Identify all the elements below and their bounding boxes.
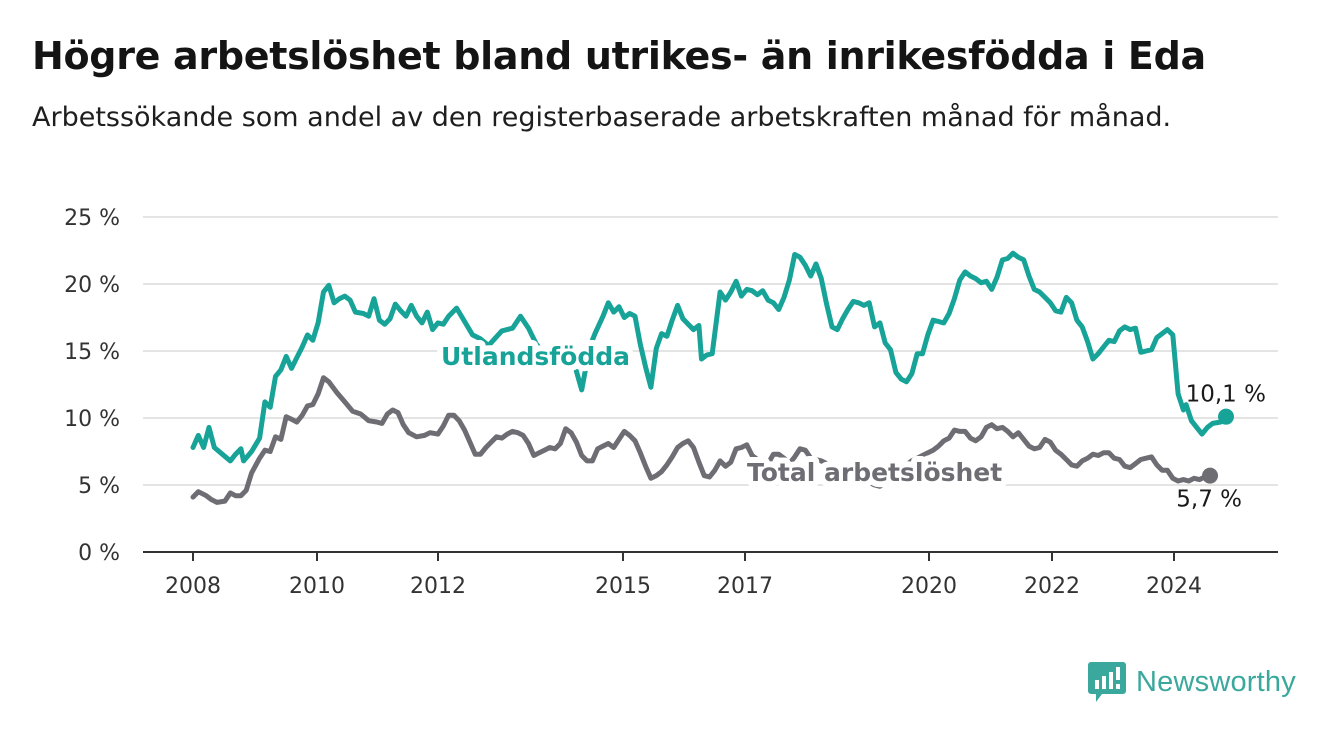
total-series-label: Total arbetslöshet — [747, 458, 1002, 487]
x-tick-label: 2020 — [901, 574, 957, 599]
x-tick-label: 2008 — [165, 574, 221, 599]
y-tick-label: 10 % — [64, 407, 120, 432]
utlandsfodda-end-label: 10,1 % — [1186, 382, 1266, 408]
series-labels: 10,1 %5,7 %UtlandsföddaUtlandsföddaTotal… — [435, 336, 1266, 513]
chart-subtitle: Arbetssökande som andel av den registerb… — [32, 102, 1172, 133]
x-tick-label: 2022 — [1024, 574, 1080, 599]
y-tick-label: 20 % — [64, 273, 120, 298]
utlandsfodda-series-label-halo: Utlandsfödda — [441, 342, 630, 371]
utlandsfodda-end-point — [1218, 408, 1234, 425]
total-arbetsloshet-line — [190, 375, 1213, 505]
utlandsfodda-series-label: Utlandsfödda — [441, 342, 630, 371]
x-tick-label: 2017 — [717, 574, 773, 599]
x-tick-label: 2024 — [1146, 574, 1202, 599]
x-axis: 2008 2010 2012 2015 2017 2020 2022 2024 — [143, 551, 1278, 599]
y-tick-label: 25 % — [64, 206, 120, 231]
y-tick-label: 0 % — [78, 541, 120, 566]
newsworthy-logo[interactable]: Newsworthy — [1088, 660, 1296, 704]
total-end-label: 5,7 % — [1176, 487, 1242, 513]
x-tick-label: 2012 — [410, 574, 466, 599]
chart-title: Högre arbetslöshet bland utrikes- än inr… — [32, 34, 1206, 78]
x-tick-label: 2015 — [595, 574, 651, 599]
x-tick-label: 2010 — [289, 574, 345, 599]
newsworthy-bar-chart-logo-icon — [1088, 662, 1126, 702]
y-axis: 0 % 5 % 10 % 15 % 20 % 25 % — [64, 206, 120, 566]
brand-name: Newsworthy — [1136, 665, 1296, 698]
total-series-label-halo: Total arbetslöshet — [747, 458, 1002, 487]
y-tick-label: 15 % — [64, 340, 120, 365]
y-tick-label: 5 % — [78, 474, 120, 499]
utlandsfodda-line — [190, 250, 1229, 464]
series-lines — [190, 250, 1234, 505]
total-end-point — [1202, 467, 1219, 484]
